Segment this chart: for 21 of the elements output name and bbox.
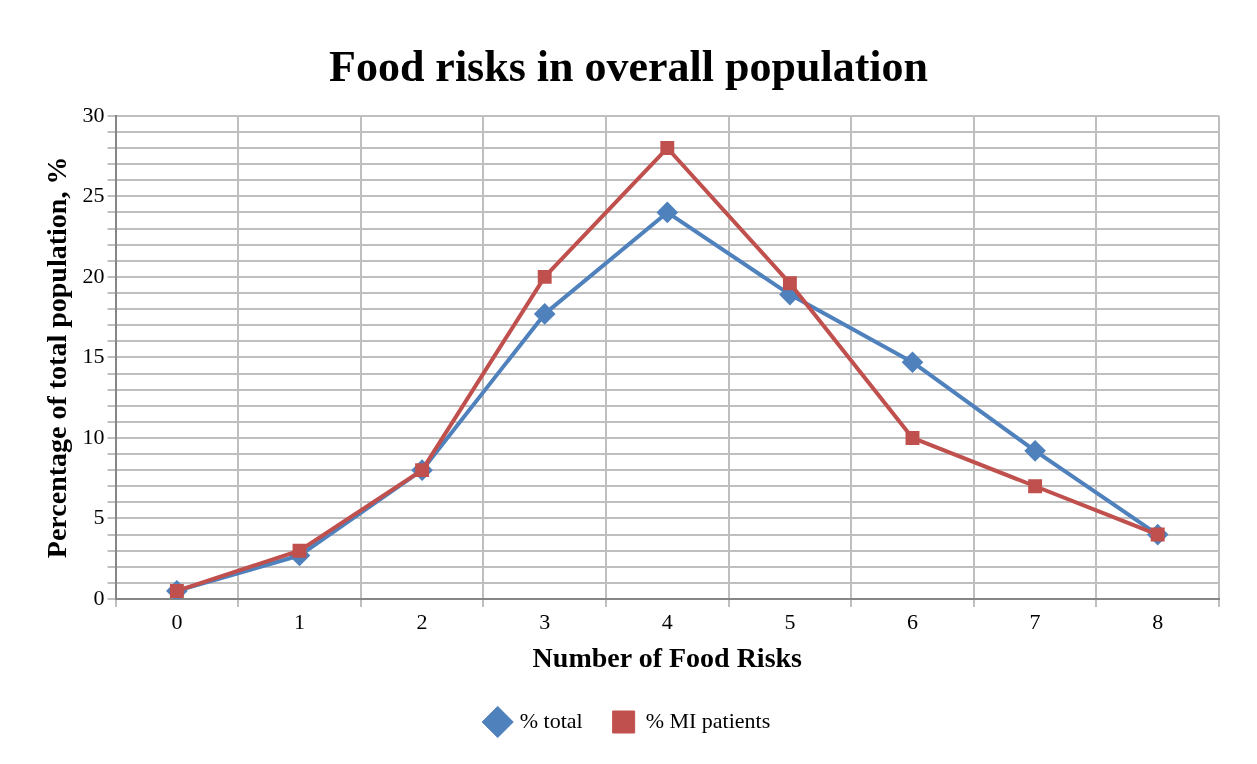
x-tick-label: 4 — [661, 608, 673, 634]
y-tick-label: 30 — [82, 101, 105, 127]
x-tick-label: 1 — [294, 608, 305, 634]
x-tick-label: 7 — [1029, 608, 1041, 634]
x-tick-label: 6 — [907, 608, 918, 634]
legend-label: % MI patients — [645, 707, 771, 733]
x-axis-title: Number of Food Risks — [532, 642, 803, 674]
x-tick-label: 8 — [1152, 608, 1164, 634]
x-tick-label: 3 — [539, 608, 551, 634]
x-tick-label: 0 — [171, 608, 183, 634]
y-tick-label: 5 — [93, 504, 105, 530]
x-tick-label: 5 — [784, 608, 796, 634]
y-tick-label: 15 — [82, 343, 105, 369]
y-tick-label: 10 — [82, 423, 105, 449]
y-tick-label: 20 — [82, 262, 105, 288]
y-tick-label: 0 — [93, 584, 105, 610]
chart-title: Food risks in overall population — [328, 41, 929, 91]
legend-label: % total — [519, 707, 583, 733]
y-tick-label: 25 — [82, 182, 105, 208]
y-axis-title: Percentage of total population, % — [41, 156, 73, 559]
x-tick-label: 2 — [416, 608, 428, 634]
